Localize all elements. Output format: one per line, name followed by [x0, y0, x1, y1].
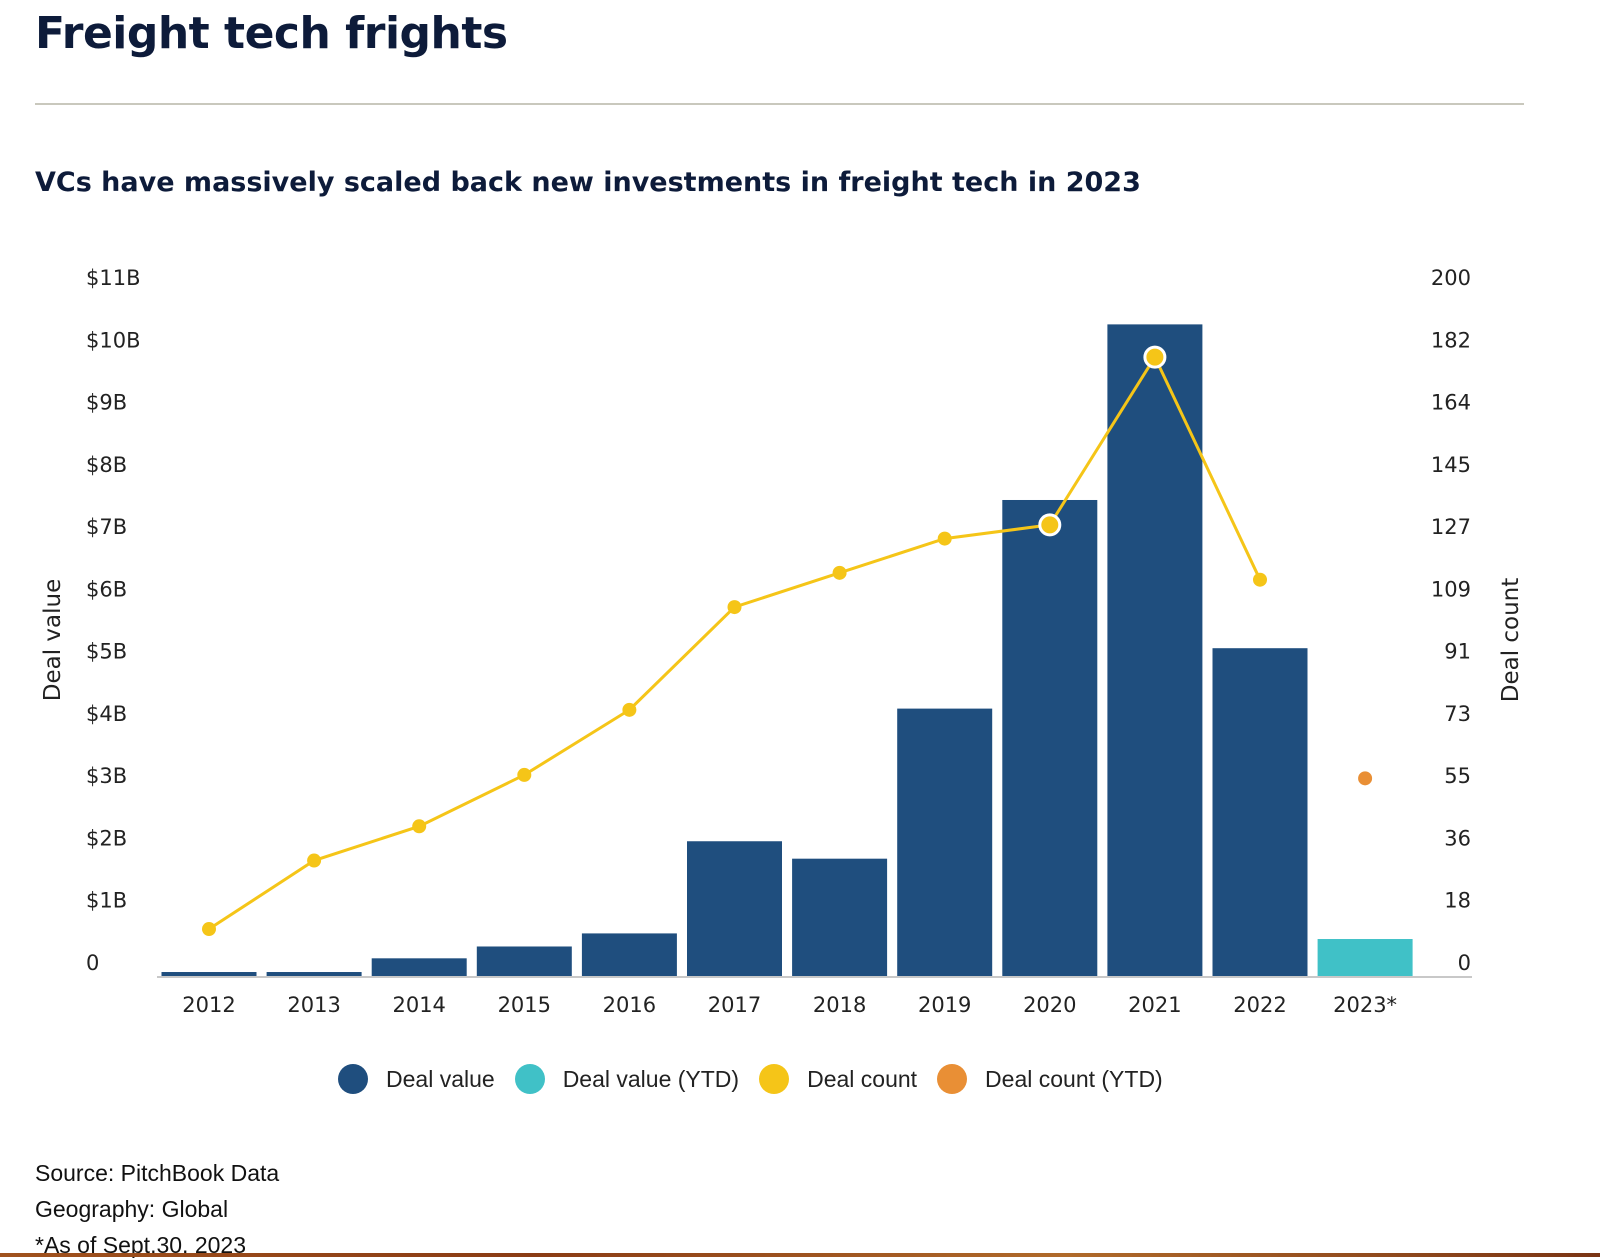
- y2-tick-label: 73: [1444, 702, 1471, 726]
- y2-tick-label: 0: [1458, 951, 1471, 975]
- deal-count-point-2012: [202, 922, 216, 937]
- bar-2021: [1107, 324, 1203, 977]
- y2-axis-label: Deal count: [1498, 578, 1524, 703]
- deal-count-point-2022: [1253, 572, 1267, 587]
- x-tick-label: 2012: [182, 993, 235, 1017]
- x-tick-label: 2022: [1233, 993, 1286, 1017]
- deal-count-point-2013: [307, 853, 322, 868]
- y-tick-label: $9B: [86, 391, 127, 415]
- legend-label: Deal value: [386, 1065, 495, 1092]
- deal-count-point-2016: [622, 702, 637, 717]
- legend-item-deal-count: Deal count: [759, 1064, 917, 1094]
- x-tick-label: 2019: [918, 993, 971, 1017]
- bar-2018: [792, 858, 888, 977]
- deal-count-point-2018: [832, 565, 847, 580]
- bar-2023*: [1317, 939, 1413, 977]
- geography-note: Geography: Global: [35, 1196, 229, 1222]
- legend-swatch: [937, 1064, 968, 1094]
- y-tick-label: $6B: [86, 577, 127, 601]
- y2-tick-label: 200: [1431, 266, 1471, 290]
- legend-item-deal-value-ytd: Deal value (YTD): [514, 1064, 740, 1094]
- legend-label: Deal count: [807, 1065, 918, 1092]
- legend-label: Deal value (YTD): [562, 1065, 740, 1092]
- deal-count-point-2019: [937, 531, 952, 546]
- y2-tick-label: 91: [1444, 640, 1471, 664]
- deal-count-point-2020: [1038, 513, 1062, 537]
- y-tick-label: $1B: [86, 889, 127, 913]
- legend-swatch: [759, 1064, 790, 1094]
- deal-count-point-2021: [1143, 345, 1167, 369]
- y2-tick-label: 18: [1444, 889, 1471, 913]
- y-tick-label: $7B: [86, 515, 127, 539]
- legend: Deal value Deal value (YTD) Deal count D…: [338, 1064, 1165, 1094]
- divider: [35, 103, 1524, 105]
- y-tick-label: $4B: [86, 702, 127, 726]
- combo-chart: 0 $1B $2B $3B $4B $5B $6B $7B $8B $9B $10B $11B 0 18 3…: [40, 266, 1524, 1017]
- x-tick-label: 2020: [1023, 993, 1076, 1017]
- x-tick-label: 2021: [1128, 993, 1181, 1017]
- y2-tick-label: 109: [1431, 577, 1471, 601]
- page-title: Freight tech frights: [35, 8, 508, 59]
- bar-2022: [1212, 648, 1308, 977]
- bar-2019: [897, 708, 993, 977]
- bar-2015: [476, 946, 572, 977]
- chart-subtitle: VCs have massively scaled back new inves…: [35, 167, 1141, 198]
- y2-tick-label: 36: [1444, 826, 1471, 850]
- y2-tick-label: 55: [1444, 764, 1471, 788]
- y-tick-label: $3B: [86, 764, 127, 788]
- y-tick-label: 0: [86, 951, 99, 975]
- legend-item-deal-value: Deal value: [338, 1064, 495, 1094]
- bar-2014: [371, 958, 467, 977]
- x-tick-label: 2013: [287, 993, 340, 1017]
- source-note: Source: PitchBook Data: [35, 1160, 280, 1186]
- legend-swatch: [514, 1064, 545, 1094]
- legend-item-deal-count-ytd: Deal count (YTD): [937, 1064, 1163, 1094]
- legend-label: Deal count (YTD): [985, 1065, 1163, 1092]
- legend-swatch: [338, 1064, 368, 1094]
- y-axis-label: Deal value: [40, 579, 66, 701]
- bar-2016: [581, 933, 677, 977]
- y2-tick-label: 164: [1431, 391, 1471, 415]
- deal-count-point-2014: [412, 819, 427, 834]
- x-tick-label: 2018: [813, 993, 866, 1017]
- y-tick-label: $8B: [86, 453, 127, 477]
- bar-2020: [1002, 499, 1098, 977]
- y2-tick-label: 182: [1431, 328, 1471, 352]
- x-tick-label: 2015: [498, 993, 551, 1017]
- x-tick-label: 2016: [603, 993, 656, 1017]
- deal-count-point-2015: [517, 767, 532, 782]
- bar-2012: [161, 972, 257, 977]
- y-tick-label: $11B: [86, 266, 141, 290]
- bottom-edge: [0, 1253, 1600, 1257]
- x-tick-label: 2017: [708, 993, 761, 1017]
- x-tick-label: 2014: [392, 993, 445, 1017]
- y2-tick-label: 127: [1431, 515, 1471, 539]
- y-tick-label: $10B: [86, 328, 141, 352]
- y2-tick-label: 145: [1431, 453, 1471, 477]
- deal-count-point-2017: [727, 600, 742, 615]
- deal-count-ytd-point-2023*: [1358, 771, 1373, 786]
- bar-2017: [687, 841, 782, 977]
- x-tick-label: 2023*: [1333, 993, 1397, 1017]
- y-tick-label: $5B: [86, 640, 127, 664]
- bar-2013: [266, 972, 362, 977]
- y-tick-label: $2B: [86, 826, 127, 850]
